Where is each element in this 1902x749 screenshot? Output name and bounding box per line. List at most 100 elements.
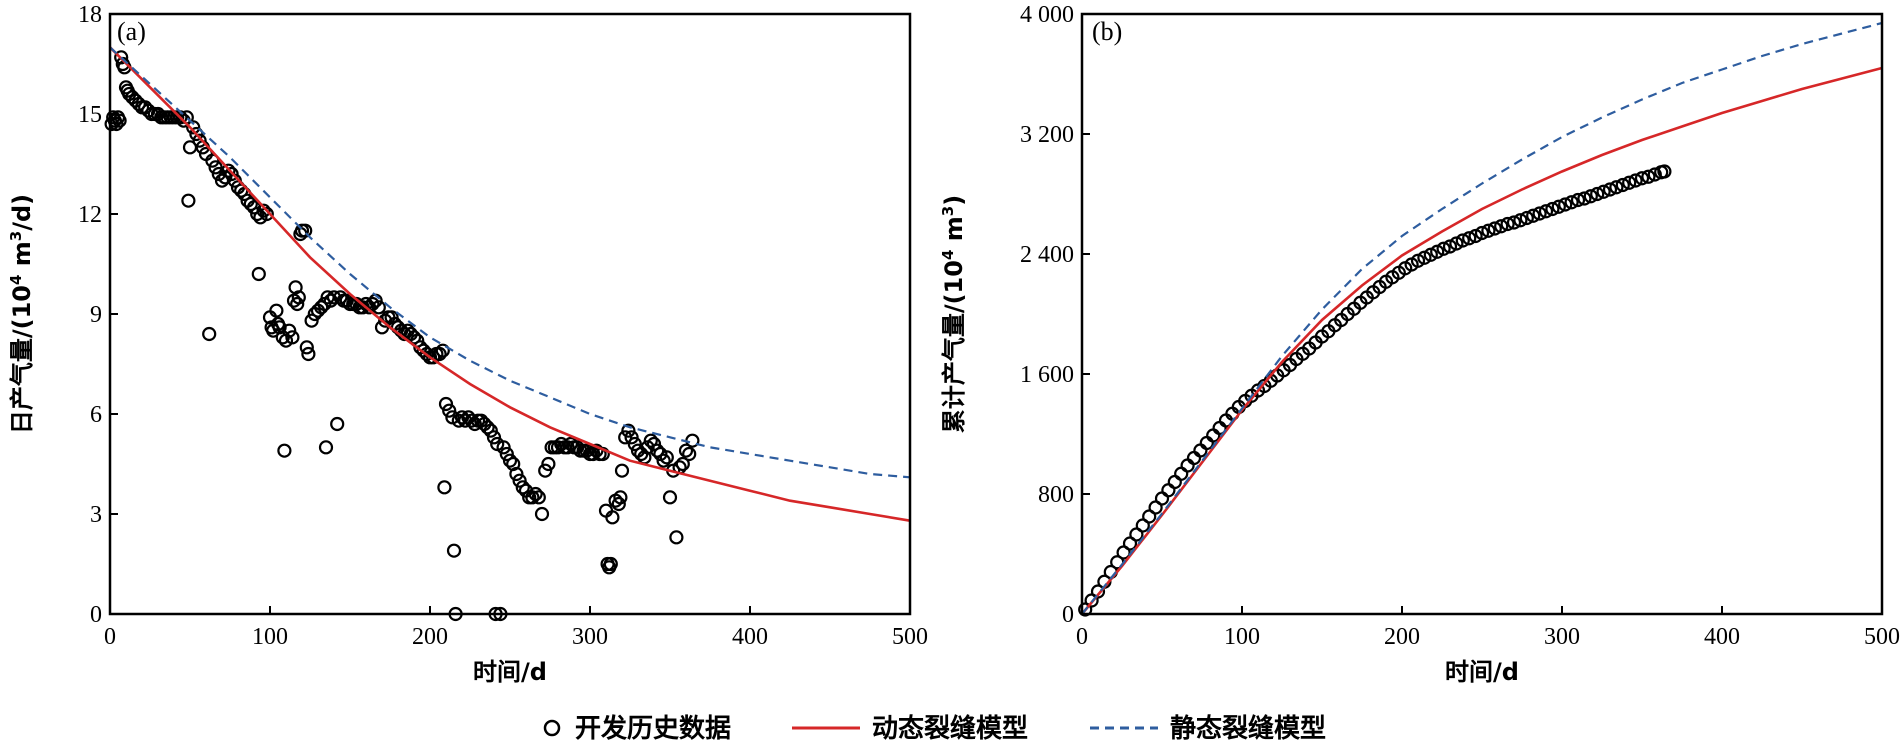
- panel-a-history-point-30: [181, 193, 196, 208]
- panel-b-history-point-19: [1199, 435, 1214, 451]
- panel-b-history-point-87: [1634, 171, 1650, 186]
- panel-b-history-point-82: [1602, 182, 1618, 197]
- panel-a-history-point-33: [189, 126, 204, 142]
- legend-item-history: 开发历史数据: [575, 713, 731, 744]
- panel-b-ytick-label-4: 3 200: [1020, 122, 1074, 148]
- legend: 开发历史数据 动态裂缝模型 静态裂缝模型: [543, 713, 1326, 744]
- panel-b-history-point-13: [1161, 483, 1176, 498]
- panel-a-history-point-182: [618, 430, 633, 445]
- panel-b-history-point-15: [1174, 466, 1189, 481]
- panel-a-history-point-190: [643, 433, 658, 448]
- panel-a-ytick-label-3: 9: [90, 302, 102, 328]
- panel-b-series: [1078, 21, 1883, 617]
- panel-a-label: (a): [117, 17, 146, 46]
- panel-a-xtick-label-0: 0: [104, 624, 116, 650]
- panel-a-history-point-184: [624, 430, 639, 445]
- panel-a-history-point-177: [605, 510, 620, 525]
- panel-a-history-point-5: [112, 113, 127, 128]
- panel-a-history-point-77: [304, 313, 319, 328]
- panel-a-history-point-70: [290, 296, 305, 312]
- panel-a-xlabel: 时间/d: [473, 658, 547, 686]
- panel-b-history-point-14: [1167, 474, 1182, 490]
- panel-a-history-point-146: [512, 473, 527, 488]
- panel-b-ylabel-mid: m: [940, 216, 968, 249]
- panel-a-history-point-75: [299, 340, 314, 355]
- panel-b-history-point-62: [1474, 225, 1490, 241]
- panel-a-history-point-55: [256, 203, 271, 218]
- panel-b-history-point-71: [1532, 206, 1547, 221]
- legend-item-dynamic: 动态裂缝模型: [872, 713, 1028, 744]
- panel-a-history-point-136: [483, 423, 498, 438]
- panel-a-history-point-135: [480, 420, 495, 435]
- panel-a-history-point-183: [621, 423, 636, 438]
- panel-b-history-point-88: [1641, 169, 1656, 184]
- panel-a-history-point-38: [205, 153, 220, 168]
- panel-b-history-point-84: [1615, 177, 1630, 193]
- panel-a-history-point-158: [550, 440, 566, 455]
- panel-b-axes: 0 100 200 300 400 500 0 800 1 600 2 400 3 200 4 000: [1020, 2, 1900, 650]
- panel-b-frame: [1080, 12, 1884, 616]
- panel-b-ytick-label-0: 0: [1062, 602, 1074, 628]
- panel-a-ytick-label-6: 18: [78, 2, 102, 28]
- panel-b-history-point-89: [1647, 167, 1662, 182]
- panel-a-history-point-155: [541, 456, 556, 472]
- panel-a-line-dynamic: [109, 46, 911, 522]
- panel-b-label: (b): [1092, 17, 1122, 46]
- panel-a-history-point-143: [502, 453, 518, 468]
- panel-a-ylabel-sup2: 3: [7, 231, 25, 241]
- panel-b-history-point-12: [1154, 491, 1170, 506]
- panel-a-history-point-195: [659, 450, 674, 465]
- panel-a-history-point-74: [298, 223, 313, 238]
- panel-a-history-point-53: [251, 266, 266, 282]
- panel-b-line-static: [1081, 21, 1883, 615]
- panel-a-ytick-label-4: 12: [78, 202, 102, 228]
- panel-a-history-point-137: [486, 430, 502, 445]
- panel-b-history-point-2: [1090, 584, 1106, 599]
- panel-a-xtick-label-2: 200: [412, 624, 448, 650]
- panel-a-history-point-50: [243, 196, 258, 212]
- panel-b-ytick-label-3: 2 400: [1020, 242, 1074, 268]
- panel-b-xtick-label-3: 300: [1544, 624, 1580, 650]
- panel-a-history-point-154: [538, 463, 553, 478]
- panel-b-ytick-label-1: 800: [1038, 482, 1074, 508]
- panel-b-history-point-17: [1186, 450, 1202, 466]
- panel-a-history-point-185: [627, 436, 642, 452]
- panel-a-history-point-43: [221, 163, 236, 178]
- panel-a-history-point-145: [509, 466, 524, 482]
- panel-b-history-point-63: [1481, 223, 1496, 238]
- panel-a-history-point-153: [534, 506, 550, 522]
- panel-a-history-point-179: [611, 496, 626, 512]
- panel-a-history-point-201: [678, 443, 694, 458]
- panel-a-history-point-141: [496, 440, 511, 455]
- panel-a-axes: 0 100 200 300 400 500 0 3 6 9 12 15 18: [78, 2, 928, 650]
- panel-b-history-point-85: [1622, 175, 1637, 190]
- panel-a-history-point-39: [208, 160, 223, 175]
- panel-b-history-point-67: [1506, 215, 1522, 230]
- panel-a-history-point-120: [437, 480, 452, 495]
- panel-a-history-point-142: [499, 446, 514, 462]
- panel-a-history-point-180: [613, 490, 628, 505]
- panel-a-history-point-34: [192, 133, 207, 148]
- panel-b-history-point-74: [1551, 199, 1566, 214]
- panel-a-history-point-181: [614, 463, 630, 478]
- panel-b-xtick-label-1: 100: [1224, 624, 1260, 650]
- panel-b-ytick-label-5: 4 000: [1020, 2, 1074, 28]
- panel-a-xtick-label-4: 400: [732, 624, 768, 650]
- panel-b-history-point-73: [1545, 201, 1560, 217]
- panel-a-history-point-161: [560, 440, 575, 455]
- panel-b-ylabel: 累计产气量/(104 m3): [939, 195, 968, 433]
- panel-a-history-point-191: [646, 436, 662, 452]
- panel-a-ylabel: 日产气量/(104 m3/d): [7, 194, 36, 434]
- panel-b-xtick-label-5: 500: [1864, 624, 1900, 650]
- panel-b-ytick-label-2: 1 600: [1020, 362, 1074, 388]
- panel-a-ylabel-mid: m: [8, 241, 36, 274]
- panel-b-history-point-20: [1206, 428, 1221, 443]
- panel-b-history-point-91: [1657, 164, 1672, 179]
- panel-a-history-point-110: [406, 330, 422, 345]
- panel-a: 0 100 200 300 400 500 0 3 6 9 12 15 18 (a) 时间/d 日产气量…: [7, 2, 928, 686]
- panel-a-history-point-176: [603, 556, 618, 572]
- panel-a-ytick-label-0: 0: [90, 602, 102, 628]
- panel-b-history-point-18: [1193, 443, 1208, 458]
- panel-a-history-point-150: [525, 490, 540, 505]
